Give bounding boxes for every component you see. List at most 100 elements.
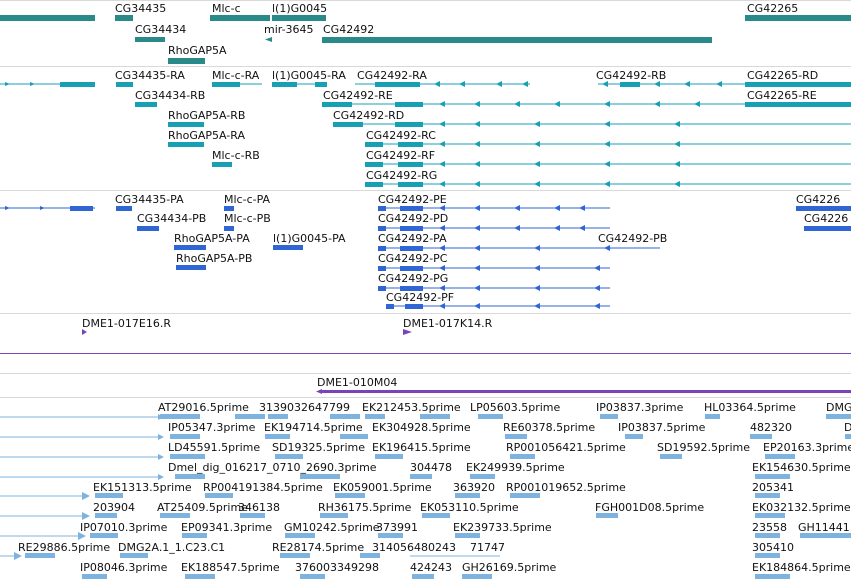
gene-feature[interactable]	[265, 37, 272, 42]
est-label[interactable]: DMG	[826, 401, 851, 414]
est-label[interactable]: FGH001D08.5prime	[595, 501, 704, 514]
est-label[interactable]: RP004191384.5prime	[203, 481, 323, 494]
clone-feature[interactable]	[322, 390, 851, 393]
protein-label[interactable]: Mlc-c-PA	[224, 193, 271, 206]
transcript-label[interactable]: CG42492-RA	[357, 69, 427, 82]
protein-label[interactable]: CG42492-PD	[378, 212, 448, 225]
transcript-label[interactable]: l(1)G0045-RA	[272, 69, 346, 82]
est-label[interactable]: 482320	[750, 421, 792, 434]
est-track[interactable]: AT29016.5prime 3139032647799 EK212453.5p…	[0, 401, 851, 579]
gene-label[interactable]: CG42492	[323, 23, 374, 36]
est-label[interactable]: SD19325.5prime	[272, 441, 365, 454]
est-label[interactable]: Dmel_dig_016217_0710_2690.3prime	[168, 461, 377, 474]
gene-feature[interactable]	[168, 58, 205, 64]
est-label[interactable]: 424243	[410, 561, 452, 574]
est-label[interactable]: RH36175.5prime	[318, 501, 412, 514]
clone-label[interactable]: DME1-017K14.R	[403, 317, 493, 330]
est-label[interactable]: GH26169.5prime	[462, 561, 557, 574]
est-label[interactable]: EK196415.5prime	[372, 441, 471, 454]
transcript-label[interactable]: CG42265-RE	[747, 89, 817, 102]
gene-track[interactable]: CG34435 Mlc-c l(1)G0045 CG42265 CG34434 …	[0, 2, 851, 64]
est-label[interactable]: 71747	[470, 541, 505, 554]
est-label[interactable]: HL03364.5prime	[704, 401, 796, 414]
est-label[interactable]: 23558	[752, 521, 787, 534]
protein-label[interactable]: RhoGAP5A-PA	[174, 232, 250, 245]
transcript-label[interactable]: CG42492-RE	[323, 89, 393, 102]
est-label[interactable]: RP001019652.5prime	[506, 481, 626, 494]
protein-glyphs[interactable]	[0, 205, 851, 309]
est-label[interactable]: EK059001.5prime	[333, 481, 432, 494]
protein-label[interactable]: CG34434-PB	[137, 212, 206, 225]
gene-label[interactable]: CG34435	[115, 2, 166, 15]
gene-label[interactable]: Mlc-c	[212, 2, 241, 15]
est-label[interactable]: 3139032647799	[259, 401, 350, 414]
est-label[interactable]: AT25409.5prime	[157, 501, 248, 514]
transcript-label[interactable]: CG34434-RB	[135, 89, 205, 102]
est-label[interactable]: SD19592.5prime	[657, 441, 750, 454]
transcript-label[interactable]: CG42492-RB	[596, 69, 666, 82]
est-label[interactable]: EK032132.5prime	[752, 501, 851, 514]
est-label[interactable]: D	[844, 421, 851, 434]
protein-label[interactable]: CG42492-PA	[378, 232, 447, 245]
protein-label[interactable]: CG42492-PF	[386, 291, 454, 304]
est-label[interactable]: 363920	[453, 481, 495, 494]
est-label[interactable]: GM10242.5prime	[284, 521, 380, 534]
protein-label[interactable]: CG34435-PA	[115, 193, 184, 206]
transcript-label[interactable]: CG42492-RC	[366, 129, 436, 142]
clone-feature[interactable]	[403, 329, 412, 335]
est-label[interactable]: LD45591.5prime	[168, 441, 260, 454]
est-label[interactable]: 305410	[752, 541, 794, 554]
transcript-track[interactable]: CG34435-RA Mlc-c-RA l(1)G0045-RA CG42492…	[0, 69, 851, 187]
est-label[interactable]: EK154630.5prime	[752, 461, 851, 474]
gene-label[interactable]: mir-3645	[264, 23, 314, 36]
est-label[interactable]: IP03837.5prime	[618, 421, 706, 434]
est-label[interactable]: GH11441	[798, 521, 850, 534]
transcript-label[interactable]: Mlc-c-RA	[212, 69, 260, 82]
est-label[interactable]: 373991	[376, 521, 418, 534]
gene-label[interactable]: CG34434	[135, 23, 186, 36]
est-label[interactable]: 376003349298	[295, 561, 379, 574]
est-label[interactable]: IP03837.3prime	[596, 401, 684, 414]
protein-label[interactable]: CG4226	[796, 193, 840, 206]
gene-feature[interactable]	[322, 37, 712, 43]
transcript-label[interactable]: RhoGAP5A-RA	[168, 129, 245, 142]
est-label[interactable]: EK184864.5prime	[752, 561, 851, 574]
gene-feature[interactable]	[115, 15, 133, 21]
transcript-label[interactable]: Mlc-c-RB	[212, 149, 260, 162]
est-label[interactable]: RE60378.5prime	[503, 421, 595, 434]
protein-label[interactable]: CG42492-PG	[378, 272, 448, 285]
est-label[interactable]: 203904	[93, 501, 135, 514]
est-label[interactable]: IP08046.3prime	[80, 561, 168, 574]
gene-feature[interactable]	[272, 15, 326, 21]
protein-label[interactable]: CG4226	[804, 212, 848, 225]
est-label[interactable]: DMG2A.1_1.C23.C1	[118, 541, 225, 554]
est-glyphs[interactable]	[0, 414, 851, 579]
gene-label[interactable]: RhoGAP5A	[168, 44, 227, 57]
clone-label[interactable]: DME1-010M04	[317, 376, 397, 389]
gene-feature[interactable]	[0, 15, 95, 21]
est-label[interactable]: AT29016.5prime	[158, 401, 249, 414]
protein-label[interactable]: CG42492-PB	[598, 232, 667, 245]
est-label[interactable]: EK151313.5prime	[93, 481, 192, 494]
est-label[interactable]: 346138	[238, 501, 280, 514]
est-label[interactable]: EK239733.5prime	[453, 521, 552, 534]
est-label[interactable]: IP07010.3prime	[80, 521, 168, 534]
est-label[interactable]: EK053110.5prime	[420, 501, 519, 514]
clone-feature[interactable]	[82, 329, 87, 335]
est-label[interactable]: EP09341.3prime	[181, 521, 272, 534]
est-label[interactable]: 205341	[752, 481, 794, 494]
est-label[interactable]: RP001056421.5prime	[506, 441, 626, 454]
est-label[interactable]: EK212453.5prime	[362, 401, 461, 414]
gene-feature[interactable]	[210, 15, 270, 21]
est-label[interactable]: EK249939.5prime	[466, 461, 565, 474]
protein-label[interactable]: CG42492-PC	[378, 252, 448, 265]
est-label[interactable]: 314056480243	[372, 541, 456, 554]
transcript-label[interactable]: CG42265-RD	[747, 69, 818, 82]
transcript-label[interactable]: CG42492-RG	[366, 169, 437, 182]
transcript-label[interactable]: CG42492-RD	[333, 109, 404, 122]
clone-label[interactable]: DME1-017E16.R	[82, 317, 171, 330]
est-label[interactable]: EK188547.5prime	[181, 561, 280, 574]
protein-label[interactable]: RhoGAP5A-PB	[176, 252, 252, 265]
gene-label[interactable]: l(1)G0045	[272, 2, 327, 15]
est-label[interactable]: RE28174.5prime	[272, 541, 364, 554]
